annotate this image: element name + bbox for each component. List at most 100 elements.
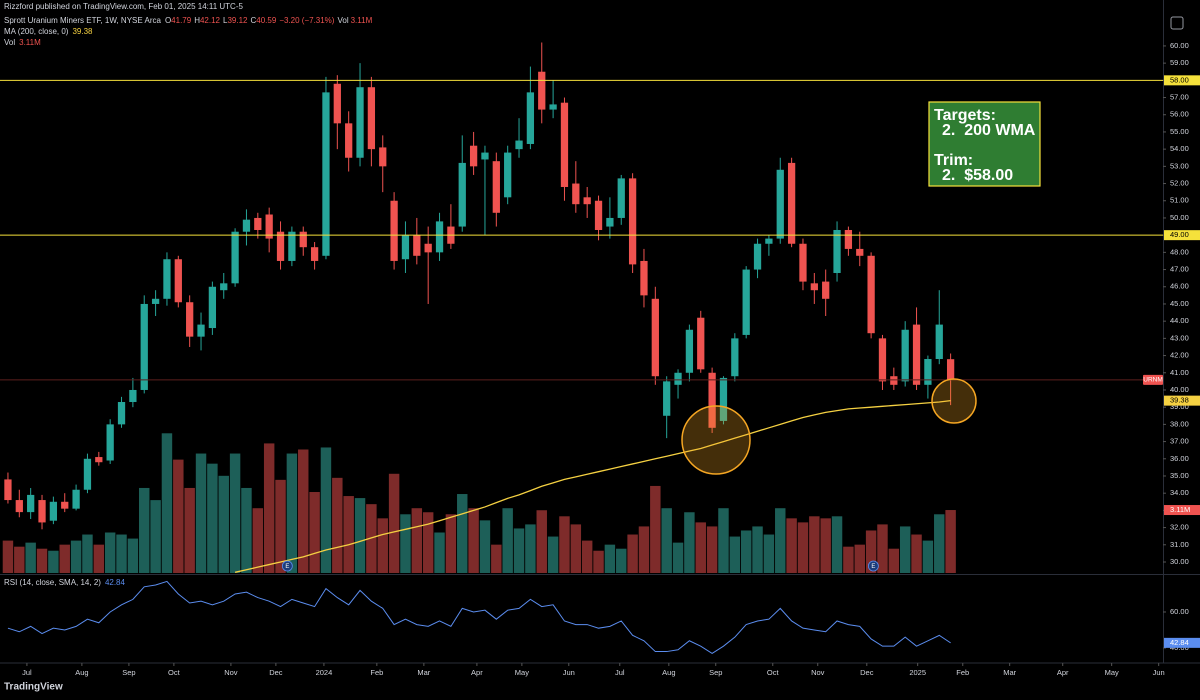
candle-body	[742, 269, 750, 335]
candle-body	[106, 424, 114, 461]
legend-item: −3.20 (−7.31%)	[279, 16, 334, 25]
volume-bar	[377, 518, 388, 573]
volume-bar	[581, 540, 593, 573]
y-tick-label: 50.00	[1170, 213, 1189, 222]
legend-item: C	[251, 16, 257, 25]
candle-body	[651, 298, 659, 377]
candle-body	[810, 283, 818, 291]
x-tick-label: Nov	[811, 668, 825, 677]
candle-body	[242, 219, 251, 232]
candle-body	[617, 178, 625, 218]
candle-body	[526, 92, 535, 144]
y-tick-label: 53.00	[1170, 161, 1189, 170]
x-tick-label: Jul	[615, 668, 625, 677]
legend-item: 42.12	[200, 16, 221, 25]
candle-body	[322, 92, 330, 256]
volume-bar	[173, 459, 184, 573]
volume-bar	[570, 524, 582, 573]
candle-body	[560, 102, 569, 187]
candle-body	[822, 281, 830, 299]
volume-bar	[150, 500, 161, 573]
volume-bar	[434, 532, 445, 573]
y-tick-label: 34.00	[1170, 488, 1189, 497]
candle-body	[413, 235, 421, 256]
candle-body	[61, 501, 69, 509]
volume-bar	[786, 518, 797, 573]
legend: MA (200, close, 0) 39.38	[4, 27, 93, 36]
volume-bar	[797, 522, 809, 573]
volume-bar	[457, 494, 468, 573]
y-tick-label: 35.00	[1170, 471, 1189, 480]
legend-item: 40.59	[256, 16, 277, 25]
candle-body	[606, 217, 614, 227]
candle-body	[924, 359, 932, 385]
volume-bar	[831, 516, 843, 573]
candle-body	[4, 479, 12, 501]
earnings-label: E	[871, 564, 875, 570]
volume-bar	[263, 443, 275, 573]
volume-bar	[48, 550, 59, 573]
volume-bar	[820, 518, 831, 573]
x-tick-label: Feb	[956, 668, 969, 677]
volume-bar	[195, 453, 207, 573]
rsi-badge	[1164, 637, 1200, 648]
candle-body	[401, 235, 410, 260]
candle-body	[583, 197, 591, 205]
symbol-label: URNM	[1143, 377, 1163, 384]
volume-bar	[184, 487, 195, 573]
candle-body	[515, 140, 523, 150]
volume-bar	[70, 540, 82, 573]
volume-bar	[82, 534, 93, 573]
candle-body	[776, 169, 784, 239]
legend-item: MA (200, close, 0)	[4, 27, 69, 36]
volume-bar	[479, 520, 491, 573]
y-tick-label: 37.00	[1170, 437, 1189, 446]
y-tick-label: 51.00	[1170, 196, 1189, 205]
x-tick-label: Nov	[224, 668, 238, 677]
volume-bar	[593, 550, 604, 573]
candle-body	[719, 377, 728, 421]
candle-body	[481, 152, 489, 160]
volume-bar	[536, 510, 547, 573]
candle-body	[867, 255, 875, 334]
x-tick-label: Jul	[22, 668, 32, 677]
candle-body	[299, 231, 307, 248]
legend: Vol 3.11M	[4, 38, 41, 47]
candle-body	[38, 500, 46, 523]
candle-body	[640, 260, 648, 296]
volume-bar	[388, 473, 400, 573]
candle-body	[367, 87, 376, 150]
candle-body	[504, 152, 512, 198]
volume-bar	[559, 516, 570, 573]
volume-bar	[525, 524, 536, 573]
candle-body	[49, 501, 58, 521]
maximize-icon[interactable]	[1170, 16, 1184, 30]
candle-body	[27, 494, 35, 513]
level-label: 49.00	[1170, 230, 1189, 239]
candle-body	[935, 324, 943, 360]
volume-bar	[411, 508, 423, 573]
y-tick-label: 45.00	[1170, 299, 1189, 308]
x-tick-label: Apr	[471, 668, 483, 677]
volume-bar	[298, 449, 309, 573]
volume-bar	[661, 508, 672, 573]
volume-bar	[843, 546, 854, 573]
volume-bar	[672, 542, 684, 573]
volume-bar	[468, 508, 479, 573]
volume-bar	[445, 514, 457, 573]
candle-body	[708, 372, 716, 428]
candle-body	[856, 248, 864, 256]
legend-item: 42.84	[105, 578, 126, 587]
x-tick-label: May	[1105, 668, 1119, 677]
volume-bar	[718, 508, 729, 573]
x-tick-label: Jun	[563, 668, 575, 677]
volume-bar	[332, 477, 343, 573]
candle-body	[15, 500, 23, 513]
volume-bar	[706, 526, 718, 573]
x-tick-label: 2025	[909, 668, 926, 677]
volume-bar	[740, 530, 752, 573]
volume-bar	[934, 514, 945, 573]
candle-body	[787, 162, 796, 244]
volume-bar	[14, 546, 25, 573]
